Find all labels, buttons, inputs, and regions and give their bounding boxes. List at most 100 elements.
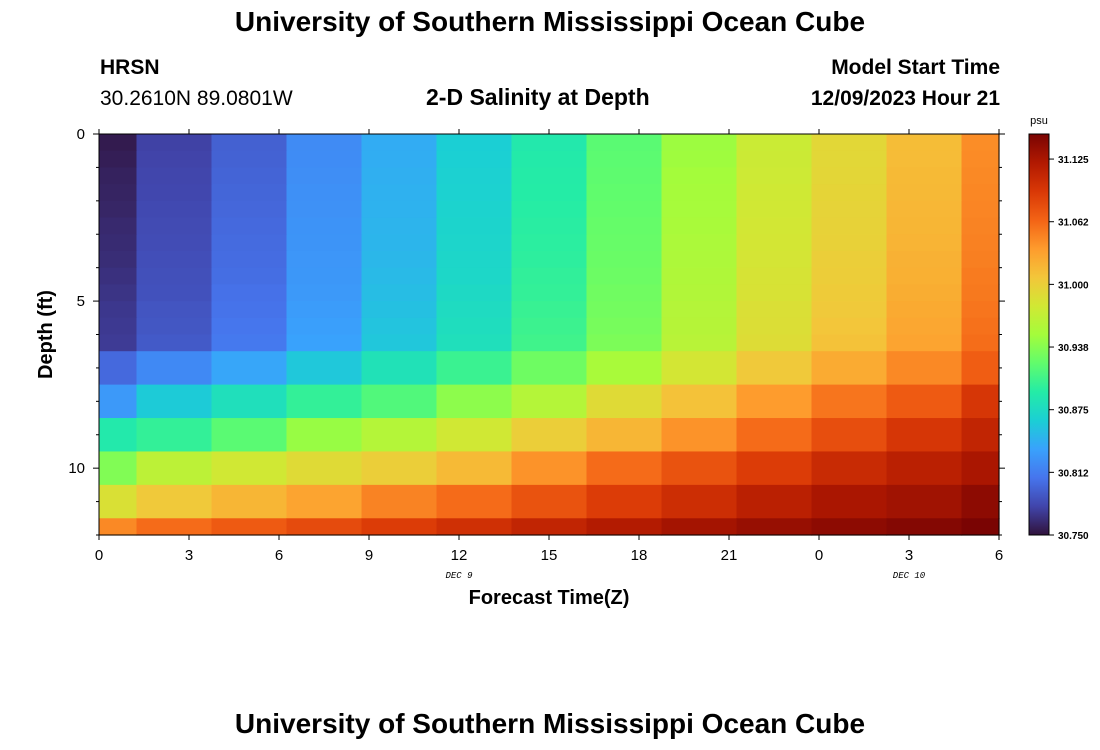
colorbar: 30.750 30.812 30.875 30.938 31.000 31.062 31.1… [1028,133,1089,542]
heatmap-cell [736,267,813,285]
heatmap-cell [136,184,213,202]
heatmap-cell [136,317,213,336]
heatmap-cell [661,267,738,285]
x-tick-label: 0 [95,547,103,564]
y-tick-label: 10 [68,460,85,477]
heatmap-cell [211,250,288,269]
heatmap-cell [961,334,1000,352]
heatmap-cell [961,150,1000,169]
heatmap-cell [361,518,438,536]
heatmap-cell [361,150,438,169]
heatmap-cell [436,234,513,252]
heatmap-cell [586,217,663,235]
heatmap-cell [436,334,513,352]
heatmap-cell [886,200,963,219]
heatmap-cell [811,267,888,285]
heatmap-cell [586,418,663,453]
heatmap-cell [136,518,213,536]
heatmap-cell [886,267,963,285]
heatmap-cell [99,301,138,319]
heatmap-cell [211,267,288,285]
heatmap-cell [511,384,588,419]
heatmap-cell [136,451,213,486]
heatmap-cell [211,150,288,169]
heatmap-cell [886,334,963,352]
heatmap-cell [886,284,963,302]
heatmap-cell [286,217,363,235]
heatmap-cell [736,317,813,336]
heatmap-cell [436,250,513,269]
heatmap-cell [736,134,813,152]
heatmap-cell [99,484,138,519]
heatmap-cell [136,250,213,269]
heatmap-cell [511,317,588,336]
heatmap-cell [99,234,138,252]
heatmap-cell [736,418,813,453]
heatmap-cell [436,301,513,319]
heatmap-cell [736,250,813,269]
heatmap-cell [586,150,663,169]
heatmap-cell [886,134,963,152]
heatmap-cell [286,184,363,202]
heatmap-cell [99,150,138,169]
colorbar-tick-label: 31.000 [1058,280,1089,291]
heatmap-cell [961,317,1000,336]
x-tick-label: 12 [451,547,468,564]
heatmap-cell [661,234,738,252]
heatmap-cell [286,351,363,386]
heatmap-cell [511,334,588,352]
heatmap-cell [586,200,663,219]
heatmap-cell [661,184,738,202]
heatmap-cell [436,184,513,202]
date-label: DEC 10 [893,571,926,581]
heatmap-cell [661,301,738,319]
heatmap-cell [736,150,813,169]
heatmap-cell [211,317,288,336]
heatmap-cell [99,134,138,152]
heatmap-cell [886,301,963,319]
heatmap-cell [661,134,738,152]
heatmap-cell [661,334,738,352]
x-tick-label: 3 [905,547,913,564]
heatmap-cell [361,134,438,152]
heatmap-cell [136,351,213,386]
heatmap-cell [586,284,663,302]
heatmap-cell [886,351,963,386]
heatmap-cell [811,451,888,486]
heatmap-cell [886,418,963,453]
heatmap-cell [736,451,813,486]
heatmap-cell [511,418,588,453]
heatmap-cell [511,184,588,202]
colorbar-gradient [1028,133,1050,536]
heatmap-cell [136,484,213,519]
heatmap-cell [511,134,588,152]
heatmap-cell [436,518,513,536]
heatmap-cell [961,518,1000,536]
heatmap-cell [436,317,513,336]
heatmap-cell [886,167,963,185]
page-title-top: University of Southern Mississippi Ocean… [234,6,866,37]
heatmap-cell [436,217,513,235]
x-tick-label: 21 [721,547,738,564]
heatmap-cell [511,267,588,285]
heatmap-cell [811,184,888,202]
heatmap-cell [586,167,663,185]
x-tick-label: 6 [995,547,1003,564]
heatmap-cell [661,451,738,486]
heatmap-cell [811,334,888,352]
heatmap-cell [436,484,513,519]
model-start-label: Model Start Time [831,56,1000,79]
heatmap-cell [586,250,663,269]
heatmap-cell [436,167,513,185]
heatmap-cell [661,484,738,519]
heatmap-cell [811,217,888,235]
heatmap-cell [736,384,813,419]
heatmap-cell [886,150,963,169]
heatmap-cell [961,184,1000,202]
station-coords: 30.2610N 89.0801W [100,87,293,110]
heatmap-cell [99,184,138,202]
heatmap-cell [286,200,363,219]
heatmap-cell [361,301,438,319]
heatmap-cell [961,167,1000,185]
heatmap-cell [211,334,288,352]
